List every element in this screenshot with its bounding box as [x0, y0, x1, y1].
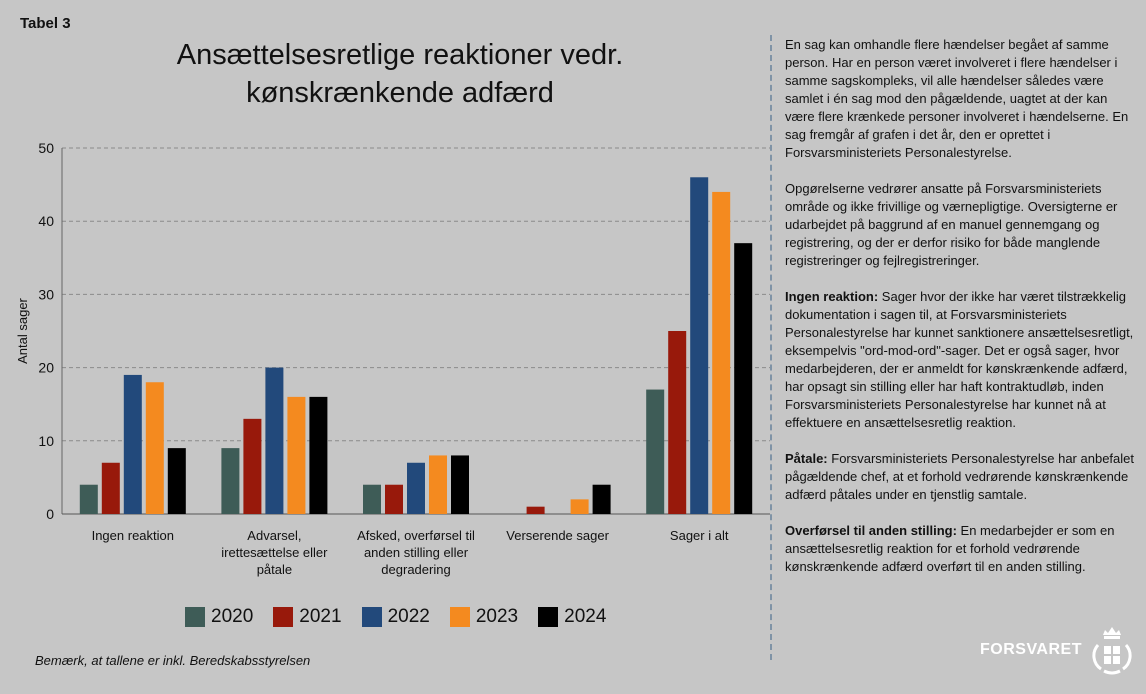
x-tick-label: anden stilling eller: [364, 545, 469, 560]
bar-2021-2: [385, 484, 403, 514]
legend-item-2021: 2021: [273, 606, 342, 628]
legend-label: 2023: [475, 606, 519, 627]
legend-swatch: [361, 607, 382, 627]
term: Ingen reaktion:: [785, 289, 879, 304]
bar-2022-1: [265, 367, 284, 514]
bar-2020-4: [646, 389, 665, 514]
bar-2023-4: [712, 191, 731, 515]
crown-shield-icon: [1092, 627, 1132, 675]
definition: En medarbejder er som en ansættelsesretl…: [785, 523, 1115, 574]
term: Påtale:: [785, 451, 828, 466]
explanation-panel: En sag kan omhandle flere hændelser begå…: [785, 36, 1137, 594]
term: Overførsel til anden stilling:: [785, 523, 957, 538]
y-tick-label: 30: [38, 286, 54, 302]
bar-2021-3: [526, 506, 545, 514]
bar-2021-4: [668, 331, 687, 514]
bar-2023-2: [429, 455, 447, 514]
x-tick-label: Ingen reaktion: [92, 528, 174, 543]
x-tick-label: Advarsel,: [247, 528, 301, 543]
forsvaret-logo: FORSVARET: [980, 625, 1132, 675]
bar-2024-0: [167, 448, 186, 514]
legend-item-2020: 2020: [185, 606, 253, 628]
divider: [770, 35, 772, 660]
paragraph-1: En sag kan omhandle flere hændelser begå…: [785, 37, 1129, 160]
y-tick-label: 20: [38, 360, 54, 376]
bar-2020-2: [363, 484, 381, 514]
y-tick-label: 0: [46, 506, 54, 522]
bar-2024-4: [734, 243, 753, 514]
x-tick-label: Sager i alt: [670, 528, 729, 543]
legend-swatch: [185, 607, 205, 627]
legend-label: 2024: [564, 606, 607, 627]
legend-item-2022: 2022: [361, 606, 430, 628]
bar-2023-1: [287, 396, 306, 514]
paragraph-ingen-reaktion: Ingen reaktion: Sager hvor der ikke har …: [785, 288, 1137, 432]
definition: Forsvarsministeriets Personalestyrelse h…: [785, 451, 1134, 502]
legend-label: 2022: [387, 606, 430, 627]
bar-2023-0: [145, 382, 164, 514]
legend-swatch: [538, 607, 559, 627]
legend-item-2023: 2023: [449, 606, 519, 628]
y-tick-label: 50: [38, 140, 54, 156]
bar-2022-0: [123, 374, 142, 514]
x-tick-label: irettesættelse eller: [221, 545, 328, 560]
footnote: Bemærk, at tallene er inkl. Beredskabsst…: [35, 653, 311, 668]
x-tick-label: Afsked, overførsel til: [357, 528, 475, 543]
bar-2024-1: [309, 396, 328, 514]
bar-2020-0: [79, 484, 98, 514]
legend: 2020 2021 2022 2023 2024: [185, 606, 606, 628]
bar-2024-3: [592, 484, 611, 514]
logo-text: FORSVARET: [980, 641, 1082, 658]
x-tick-label: påtale: [257, 562, 292, 577]
definition: Sager hvor der ikke har været tilstrække…: [785, 289, 1134, 430]
bar-2021-0: [101, 462, 120, 514]
bar-2022-2: [407, 462, 425, 514]
legend-label: 2021: [299, 606, 342, 627]
paragraph-paatale: Påtale: Forsvarsministeriets Personalest…: [785, 450, 1137, 504]
legend-swatch: [449, 607, 470, 627]
x-tick-label: degradering: [381, 562, 450, 577]
legend-label: 2020: [211, 606, 254, 627]
y-tick-label: 40: [38, 213, 54, 229]
x-tick-label: Verserende sager: [506, 528, 609, 543]
bar-2021-1: [243, 418, 262, 514]
bar-2020-1: [221, 448, 240, 514]
bar-chart: 0 10 20 30 40 50 Antal sager Ingen reaktion Adva…: [15, 140, 770, 577]
bar-2023-3: [570, 499, 589, 514]
legend-item-2024: 2024: [538, 606, 606, 628]
legend-swatch: [273, 607, 294, 627]
paragraph-2: Opgørelserne vedrører ansatte på Forsvar…: [785, 181, 1118, 268]
paragraph-overfoersel: Overførsel til anden stilling: En medarb…: [785, 522, 1137, 576]
table-label: Tabel 3: [20, 15, 71, 32]
bar-2022-4: [690, 177, 709, 514]
y-axis-label: Antal sager: [15, 297, 30, 363]
y-tick-label: 10: [38, 433, 54, 449]
chart-title: Ansættelsesretlige reaktioner vedr. køns…: [176, 39, 624, 109]
bar-2024-2: [451, 455, 469, 514]
